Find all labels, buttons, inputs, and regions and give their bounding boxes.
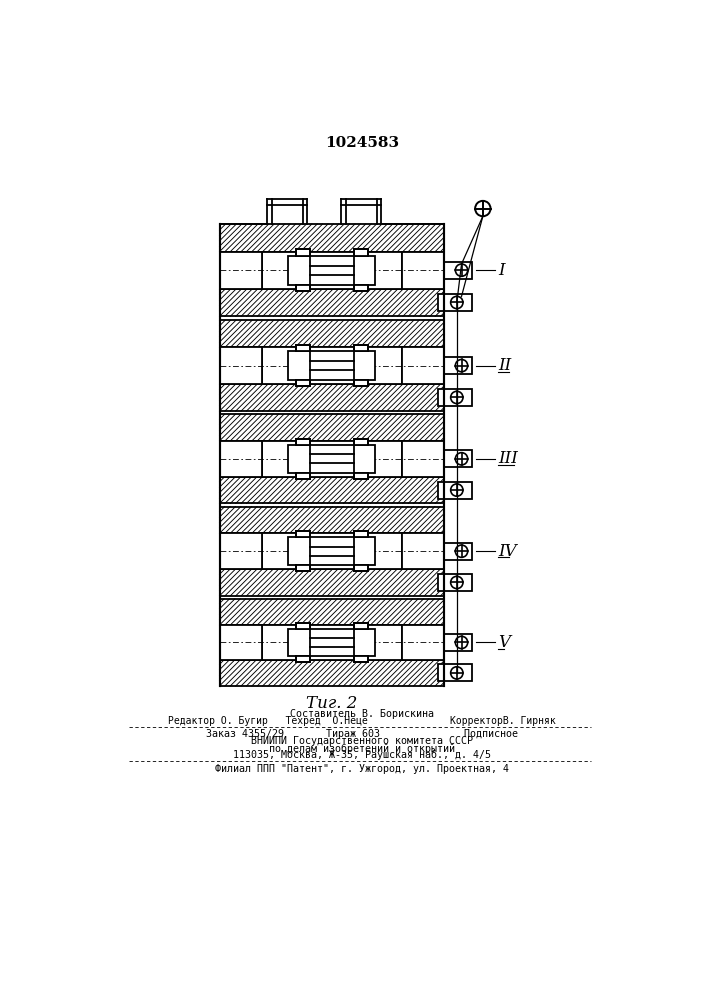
Text: 113035, Москва, Ж-35, Раушская наб., д. 4/5: 113035, Москва, Ж-35, Раушская наб., д. …: [233, 750, 491, 760]
Bar: [296, 473, 310, 479]
Bar: [438, 294, 472, 311]
Bar: [219, 477, 444, 503]
Bar: [219, 224, 444, 252]
Bar: [402, 625, 444, 660]
Bar: [288, 537, 375, 565]
Bar: [296, 565, 310, 571]
Text: Редактор О. Бугир   Техред  О.Неце              КорректорВ. Гирняк: Редактор О. Бугир Техред О.Неце Корректо…: [168, 716, 556, 726]
Bar: [219, 320, 444, 347]
Bar: [262, 533, 402, 569]
Bar: [444, 262, 472, 279]
Text: II: II: [498, 357, 511, 374]
Text: по делам изобретений и открытий: по делам изобретений и открытий: [269, 743, 455, 754]
Bar: [219, 599, 444, 625]
Text: Заказ 4355/29       Тираж 603              Подписное: Заказ 4355/29 Тираж 603 Подписное: [206, 729, 518, 739]
Bar: [354, 439, 368, 445]
Text: V: V: [498, 634, 510, 651]
Bar: [262, 252, 402, 289]
Bar: [219, 660, 444, 686]
Text: 1024583: 1024583: [325, 136, 399, 150]
Bar: [354, 656, 368, 662]
Bar: [354, 565, 368, 571]
Bar: [402, 252, 444, 289]
Bar: [296, 656, 310, 662]
Bar: [219, 414, 444, 441]
Bar: [444, 543, 472, 560]
Bar: [288, 445, 375, 473]
Bar: [288, 629, 375, 656]
Bar: [296, 623, 310, 629]
Bar: [296, 345, 310, 351]
Bar: [219, 384, 444, 411]
Bar: [219, 625, 262, 660]
Bar: [296, 439, 310, 445]
Bar: [444, 357, 472, 374]
Bar: [219, 289, 444, 316]
Bar: [262, 625, 402, 660]
Bar: [288, 351, 375, 380]
Bar: [354, 249, 368, 256]
Bar: [438, 389, 472, 406]
Bar: [402, 441, 444, 477]
Bar: [296, 380, 310, 386]
Bar: [219, 252, 262, 289]
Text: Филиал ППП "Патент", г. Ужгород, ул. Проектная, 4: Филиал ППП "Патент", г. Ужгород, ул. Про…: [215, 764, 509, 774]
Bar: [296, 531, 310, 537]
Bar: [219, 441, 262, 477]
Bar: [288, 256, 375, 285]
Bar: [296, 249, 310, 256]
Bar: [354, 531, 368, 537]
Text: ВНИИПИ Государственного комитета СССР: ВНИИПИ Государственного комитета СССР: [251, 736, 473, 746]
Text: I: I: [498, 262, 505, 279]
Bar: [354, 623, 368, 629]
Bar: [402, 347, 444, 384]
Bar: [219, 507, 444, 533]
Text: III: III: [498, 450, 518, 467]
Text: Τиг. 2: Τиг. 2: [306, 695, 358, 712]
Bar: [438, 482, 472, 499]
Bar: [354, 380, 368, 386]
Text: Составитель В. Борискина: Составитель В. Борискина: [290, 709, 434, 719]
Bar: [402, 533, 444, 569]
Bar: [262, 347, 402, 384]
Bar: [219, 533, 262, 569]
Bar: [354, 345, 368, 351]
Bar: [296, 285, 310, 291]
Bar: [444, 634, 472, 651]
Bar: [438, 664, 472, 681]
Bar: [219, 569, 444, 596]
Text: IV: IV: [498, 543, 517, 560]
Bar: [219, 347, 262, 384]
Bar: [438, 574, 472, 591]
Bar: [262, 441, 402, 477]
Bar: [444, 450, 472, 467]
Bar: [354, 285, 368, 291]
Bar: [354, 473, 368, 479]
